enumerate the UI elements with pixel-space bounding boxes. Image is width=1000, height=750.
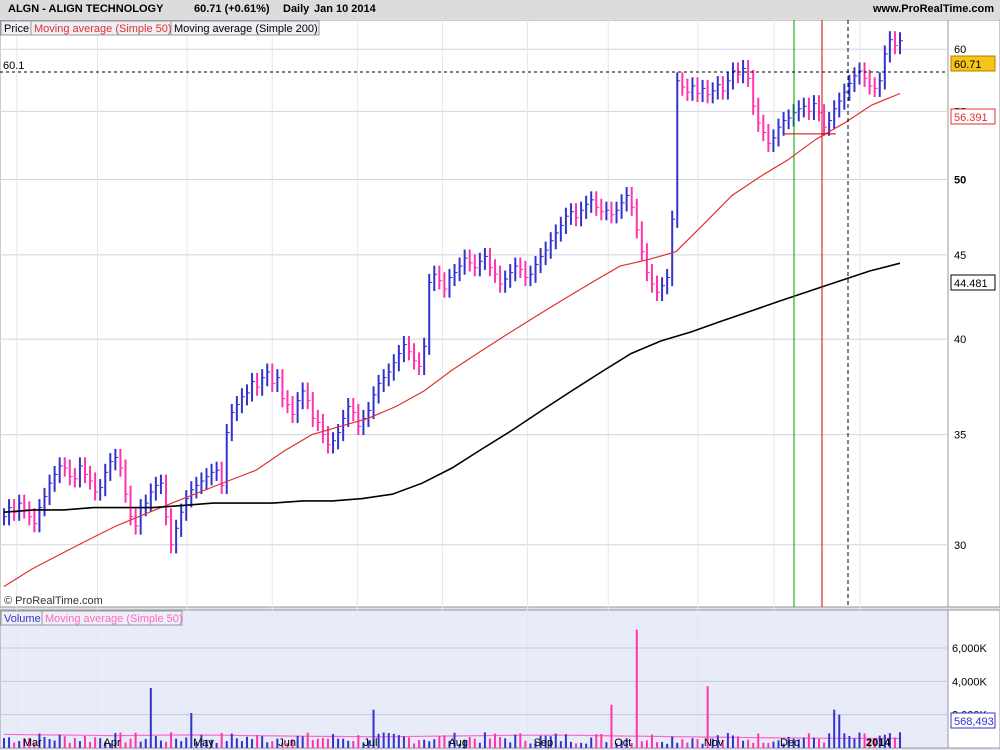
price-tick-label: 60 [954, 44, 966, 56]
svg-text:568,493: 568,493 [954, 716, 994, 728]
legend-volume: Volume [4, 613, 41, 625]
volume-legend: Volume Moving average (Simple 50) [0, 610, 183, 626]
reference-line-label: 60.1 [3, 60, 24, 72]
date-label: Jan 10 2014 [314, 3, 376, 15]
month-label: Jun [278, 737, 296, 749]
price-tick-label: 40 [954, 334, 966, 346]
last-price-tag: 60.71 [950, 55, 996, 72]
price-bars [3, 31, 903, 554]
moving-averages [3, 92, 901, 740]
sma50-line [3, 92, 901, 588]
sma200-line [3, 262, 901, 513]
month-label: Nov [704, 737, 724, 749]
chart-header: ALGN - ALIGN TECHNOLOGY 60.71 (+0.61%) D… [0, 0, 1000, 21]
month-label: Oct [614, 737, 631, 749]
price-tick-label: 50 [954, 175, 966, 187]
volume-grid [0, 647, 948, 716]
price-legend: Price Moving average (Simple 50) Moving … [0, 20, 320, 36]
legend-sma50: Moving average (Simple 50) [34, 23, 172, 35]
month-label: Aug [448, 737, 468, 749]
legend-price: Price [4, 23, 29, 35]
month-label: Mar [23, 737, 42, 749]
price-tick-label: 35 [954, 430, 966, 442]
vol-ma-tag: 568,493 [950, 712, 996, 729]
legend-vol-ma: Moving average (Simple 50) [45, 613, 183, 625]
month-label: Dec [780, 737, 800, 749]
month-label: 2014 [866, 737, 891, 749]
period-label: Daily [283, 3, 310, 15]
last-change: 60.71 (+0.61%) [194, 3, 270, 15]
ticker-title: ALGN - ALIGN TECHNOLOGY [8, 3, 164, 15]
copyright: © ProRealTime.com [4, 595, 103, 607]
site-label: www.ProRealTime.com [872, 3, 994, 15]
vertical-markers [784, 20, 849, 607]
svg-text:44.481: 44.481 [954, 278, 988, 290]
price-tick-label: 45 [954, 250, 966, 262]
price-panel [0, 20, 949, 608]
volume-ma-line [3, 733, 901, 740]
month-label: Apr [104, 737, 121, 749]
sma50-tag: 56.391 [950, 108, 996, 125]
stock-chart: 303540455055602,000K4,000K6,000KMarAprMa… [0, 20, 1000, 749]
svg-text:60.71: 60.71 [954, 59, 982, 71]
sma200-tag: 44.481 [950, 274, 996, 291]
legend-sma200: Moving average (Simple 200) [174, 23, 318, 35]
volume-panel [0, 609, 949, 749]
volume-tick-label: 4,000K [952, 676, 988, 688]
month-label: Sep [534, 737, 554, 749]
volume-tick-label: 6,000K [952, 643, 988, 655]
month-label: Jul [363, 737, 377, 749]
svg-text:56.391: 56.391 [954, 112, 988, 124]
volume-bars [3, 629, 901, 748]
price-tick-label: 30 [954, 540, 966, 552]
month-label: May [193, 737, 214, 749]
